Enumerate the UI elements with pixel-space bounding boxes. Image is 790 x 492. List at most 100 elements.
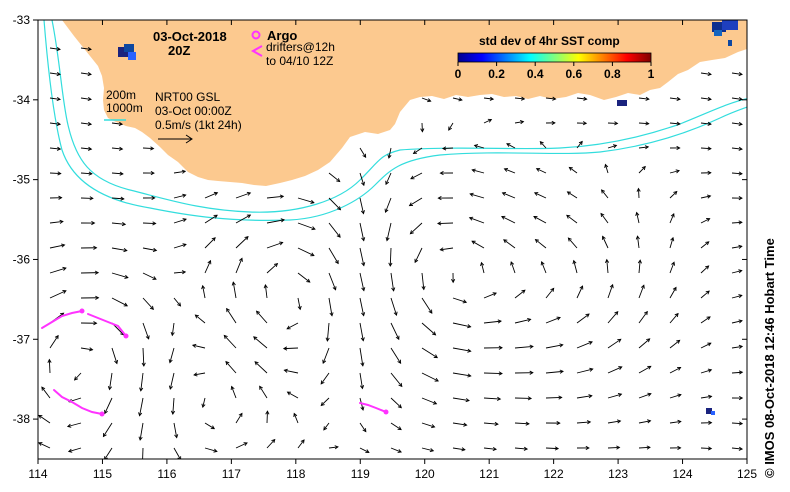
current-arrow [266, 262, 279, 274]
current-arrow [545, 120, 556, 125]
isobath-200m [51, 20, 747, 213]
current-arrow [111, 347, 119, 365]
current-arrow [80, 295, 100, 300]
current-arrow [700, 394, 713, 399]
current-arrow [359, 197, 365, 215]
current-arrow [49, 146, 62, 151]
current-arrow [514, 421, 530, 426]
current-arrow [297, 247, 315, 257]
current-arrow [111, 222, 127, 227]
current-arrow [49, 71, 61, 77]
current-arrow [731, 294, 743, 299]
current-arrow [669, 312, 679, 324]
colorbar-tick-label: 0.2 [488, 67, 505, 81]
current-arrow [514, 317, 532, 324]
current-arrow [328, 297, 334, 317]
current-arrow [441, 146, 454, 151]
current-arrow [390, 422, 402, 431]
svg-text:drifters@12h: drifters@12h [266, 40, 335, 54]
current-arrow [359, 322, 365, 342]
scale-arrow [158, 134, 193, 144]
current-arrow [142, 247, 158, 253]
current-arrow [700, 420, 713, 425]
current-arrow [49, 243, 66, 249]
x-tick-label: 120 [415, 467, 435, 481]
current-arrow [297, 197, 315, 204]
current-arrow [535, 167, 547, 174]
current-arrow [80, 347, 94, 352]
current-arrow [297, 439, 305, 449]
current-arrow [173, 297, 182, 307]
current-arrow [107, 372, 113, 391]
current-arrow [265, 410, 270, 424]
current-arrow [141, 347, 146, 367]
current-arrow [204, 259, 212, 274]
current-arrow [67, 447, 82, 453]
current-arrow [607, 310, 619, 324]
current-arrow [700, 71, 712, 77]
sst-patches [118, 20, 738, 415]
current-arrow [576, 367, 594, 374]
y-tick-label: -37 [13, 332, 31, 346]
current-scale: 0.5m/s (1kt 24h) [155, 118, 242, 132]
current-arrow [104, 447, 113, 459]
current-arrow [421, 397, 438, 405]
current-arrow [607, 338, 622, 349]
current-arrow [604, 163, 609, 174]
current-arrow [468, 216, 485, 224]
current-arrow [669, 366, 682, 374]
current-arrow [266, 194, 285, 199]
current-arrow [420, 122, 425, 133]
current-arrow [545, 421, 561, 426]
current-arrow [49, 195, 63, 200]
current-arrow [607, 445, 621, 450]
current-arrow [80, 46, 92, 52]
current-arrow [390, 322, 400, 341]
current-arrow [607, 419, 622, 424]
current-arrow [111, 272, 129, 279]
current-arrow [142, 170, 155, 176]
current-arrow [700, 265, 710, 274]
current-arrow [293, 412, 299, 424]
current-arrow [328, 197, 342, 211]
argo-icon [251, 30, 261, 40]
x-tick-label: 114 [28, 467, 47, 481]
current-arrow [168, 372, 175, 390]
current-arrow [201, 397, 206, 409]
y-tick-label: -38 [13, 412, 31, 426]
current-arrow [568, 166, 578, 174]
current-arrow [514, 396, 533, 401]
current-arrow [173, 169, 187, 174]
svg-text:Argo: Argo [267, 28, 297, 43]
current-arrow [483, 345, 503, 350]
current-arrow [414, 247, 423, 264]
current-arrow [359, 347, 365, 367]
map-hour: 20Z [168, 43, 190, 58]
current-arrow [41, 386, 51, 399]
current-arrow [142, 447, 144, 459]
current-arrow [170, 322, 175, 337]
current-arrow [576, 341, 593, 349]
current-arrow [576, 140, 583, 149]
current-arrow [483, 396, 502, 401]
current-arrow [390, 447, 402, 453]
current-arrow [390, 272, 396, 292]
current-arrow [266, 438, 276, 449]
current-arrow [514, 446, 529, 451]
current-arrow [576, 285, 584, 299]
current-arrow [533, 192, 547, 199]
current-arrow [607, 283, 614, 299]
current-arrow [567, 237, 578, 249]
current-arrow [359, 372, 365, 390]
current-arrow [576, 96, 588, 101]
current-arrow [385, 172, 392, 186]
current-arrow [731, 71, 743, 77]
current-arrow [607, 392, 623, 399]
current-arrow [173, 218, 187, 224]
current-arrow [534, 238, 547, 249]
current-arrow [514, 370, 534, 375]
current-arrow [168, 347, 175, 364]
current-arrow [607, 144, 618, 149]
current-arrow [638, 392, 652, 399]
current-arrow [638, 419, 652, 424]
